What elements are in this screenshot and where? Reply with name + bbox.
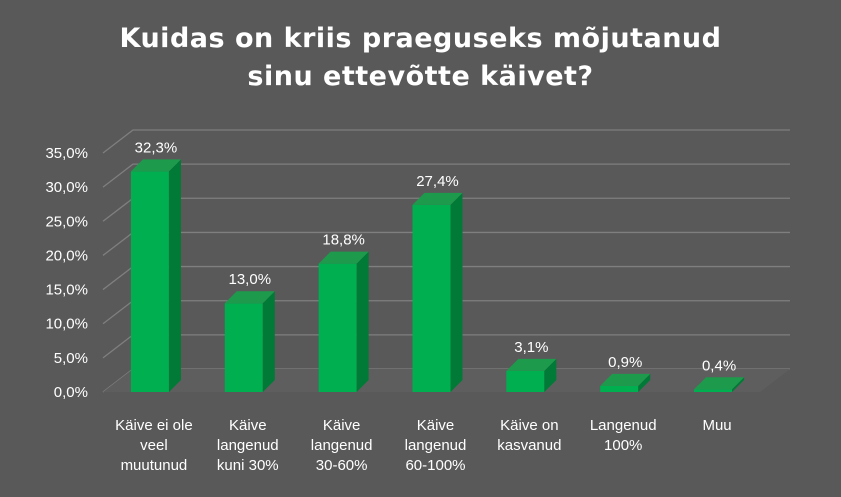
bar-top (318, 251, 369, 264)
bar-front (318, 263, 357, 392)
y-tick-label: 10,0% (45, 316, 88, 333)
bar-side (544, 358, 557, 392)
gridline (102, 163, 790, 188)
y-tick-label: 15,0% (45, 282, 88, 299)
bar-front (412, 204, 451, 392)
bar (318, 251, 369, 392)
bar-side (356, 251, 369, 392)
category-label: Käive langenud 30-60% (311, 417, 373, 474)
data-label: 0,4% (702, 357, 736, 374)
data-label: 13,0% (229, 271, 272, 288)
y-tick-label: 5,0% (54, 350, 88, 367)
bar-front (130, 171, 169, 392)
bar (412, 192, 463, 392)
bar-side (168, 159, 181, 392)
data-label: 27,4% (416, 173, 459, 190)
bar (600, 373, 651, 392)
bar (694, 377, 745, 392)
bar-side (732, 377, 745, 392)
data-label: 32,3% (135, 139, 178, 156)
y-tick-label: 30,0% (45, 179, 88, 196)
bar-side (450, 192, 463, 392)
data-label: 0,9% (608, 354, 642, 371)
bar-top (224, 291, 275, 304)
bar-top (694, 377, 745, 390)
bar (224, 291, 275, 392)
y-tick-label: 20,0% (45, 247, 88, 264)
chart-title: Kuidas on kriis praeguseks mõjutanud sin… (0, 20, 841, 96)
bar-side (262, 291, 275, 392)
chart-title-line-1: Kuidas on kriis praeguseks mõjutanud (119, 23, 722, 54)
bar-front (506, 370, 545, 392)
bar-top (412, 192, 463, 205)
bar-front (224, 303, 263, 392)
category-label: Käive on kasvanud (497, 417, 561, 454)
category-label: Muu (702, 417, 731, 434)
bar-front (600, 385, 639, 392)
bar-top (600, 373, 651, 386)
gridline (102, 129, 790, 154)
bar-top (506, 358, 557, 371)
bar-top (130, 159, 181, 172)
data-label: 3,1% (514, 339, 548, 356)
y-tick-label: 35,0% (45, 145, 88, 162)
y-tick-label: 0,0% (54, 384, 88, 401)
chart-title-line-2: sinu ettevõtte käivet? (247, 61, 594, 92)
bar-side (638, 373, 651, 392)
bar (506, 358, 557, 392)
category-label: Langenud 100% (590, 417, 657, 454)
data-label: 18,8% (322, 232, 365, 249)
category-label: Käive langenud 60-100% (405, 417, 467, 474)
y-tick-label: 25,0% (45, 213, 88, 230)
bar (130, 159, 181, 392)
category-label: Käive ei ole veel muutunud (115, 417, 193, 474)
category-label: Käive langenud kuni 30% (217, 417, 279, 474)
bar-front (694, 389, 733, 392)
